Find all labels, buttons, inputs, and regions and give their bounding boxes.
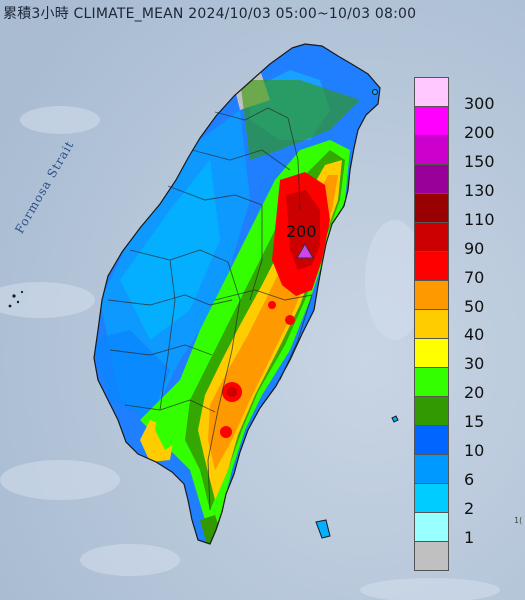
legend-label: 10 bbox=[464, 441, 485, 461]
map-title: 累積3小時 CLIMATE_MEAN 2024/10/03 05:00~10/0… bbox=[3, 6, 417, 22]
color-legend bbox=[414, 77, 449, 571]
legend-swatch bbox=[415, 252, 448, 281]
legend-label: 6 bbox=[464, 470, 475, 490]
peak-value-label: 200 bbox=[286, 222, 317, 241]
legend-swatch bbox=[415, 78, 448, 107]
legend-label: 2 bbox=[464, 499, 475, 519]
legend-swatch bbox=[415, 426, 448, 455]
legend-label: 110 bbox=[464, 209, 495, 229]
legend-swatch bbox=[415, 484, 448, 513]
legend-swatch bbox=[415, 542, 448, 570]
legend-swatch bbox=[415, 368, 448, 397]
legend-label: 150 bbox=[464, 151, 495, 171]
legend-swatch bbox=[415, 223, 448, 252]
offshore-islands bbox=[315, 89, 399, 539]
legend-swatch bbox=[415, 339, 448, 368]
legend-label: 30 bbox=[464, 354, 485, 374]
legend-label: 1 bbox=[464, 528, 475, 548]
legend-label: 90 bbox=[464, 238, 485, 258]
legend-swatch bbox=[415, 194, 448, 223]
legend-swatch bbox=[415, 136, 448, 165]
legend-swatch bbox=[415, 107, 448, 136]
legend-swatch bbox=[415, 165, 448, 194]
legend-swatch bbox=[415, 397, 448, 426]
peak-triangle-icon bbox=[296, 243, 314, 259]
legend-swatch bbox=[415, 513, 448, 542]
legend-swatch bbox=[415, 281, 448, 310]
legend-label: 70 bbox=[464, 267, 485, 287]
penghu-islands bbox=[8, 290, 24, 308]
legend-labels: 300 200 150 130 110 90 70 50 40 30 20 15 10 6 2 1 bbox=[464, 77, 514, 569]
legend-label: 50 bbox=[464, 296, 485, 316]
county-borders bbox=[107, 107, 313, 511]
legend-label: 20 bbox=[464, 383, 485, 403]
legend-label: 15 bbox=[464, 412, 485, 432]
legend-swatch bbox=[415, 455, 448, 484]
sea-texture bbox=[0, 106, 500, 600]
legend-swatch bbox=[415, 310, 448, 339]
edge-note: 1( bbox=[514, 516, 523, 525]
legend-label: 40 bbox=[464, 325, 485, 345]
legend-label: 300 bbox=[464, 93, 495, 113]
legend-label: 130 bbox=[464, 180, 495, 200]
legend-label: 200 bbox=[464, 122, 495, 142]
